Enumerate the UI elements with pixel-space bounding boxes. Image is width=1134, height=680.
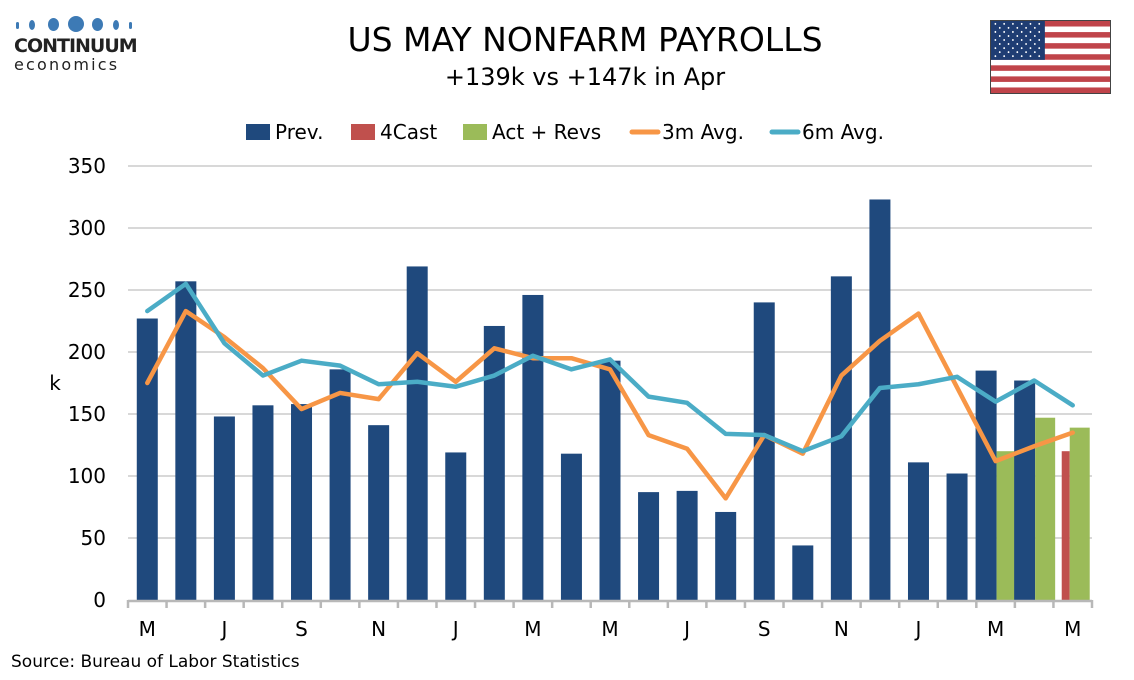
bar-act-revs <box>996 451 1017 600</box>
legend-swatch <box>351 124 375 140</box>
bar-prev <box>638 492 660 600</box>
x-tick-label: J <box>914 617 922 641</box>
legend-item: 6m Avg. <box>769 120 884 144</box>
legend-item: Act + Revs <box>463 120 601 144</box>
x-tick-label: N <box>371 617 386 641</box>
company-logo: CONTINUUM economics <box>14 14 138 74</box>
bar-act-revs <box>1069 427 1090 600</box>
bar-prev <box>329 369 351 600</box>
bar-prev <box>792 545 814 600</box>
bar-prev <box>483 325 505 600</box>
legend-label: Act + Revs <box>492 120 601 144</box>
us-flag-icon <box>990 20 1111 94</box>
source-note: Source: Bureau of Labor Statistics <box>11 652 300 672</box>
x-tick-label: S <box>758 617 771 641</box>
y-tick-label: 200 <box>68 340 106 364</box>
x-tick-label: M <box>1064 617 1081 641</box>
legend-label: Prev. <box>275 120 323 144</box>
logo-subtitle: economics <box>14 55 120 74</box>
line-6m-avg <box>145 281 1075 454</box>
x-tick-label: J <box>682 617 690 641</box>
bar-prev <box>1014 380 1036 600</box>
legend-label: 4Cast <box>380 120 437 144</box>
bar-prev <box>946 473 968 600</box>
y-tick-label: 250 <box>68 278 106 302</box>
legend-item: 4Cast <box>351 120 437 144</box>
bar-prev <box>252 405 274 600</box>
bar-prev <box>213 416 235 600</box>
bar-prev <box>753 302 775 600</box>
chart-subtitle: +139k vs +147k in Apr <box>444 63 726 91</box>
y-tick-label: 100 <box>68 464 106 488</box>
bar-prev <box>869 199 891 601</box>
x-tick-label: J <box>451 617 459 641</box>
bar-act-revs <box>1035 417 1056 600</box>
y-tick-label: 50 <box>81 526 106 550</box>
bar-prev <box>136 318 158 600</box>
legend: Prev. 4Cast Act + Revs 3m Avg. 6m Avg. <box>246 120 884 144</box>
y-tick-label: 350 <box>68 154 106 178</box>
y-tick-label: 150 <box>68 402 106 426</box>
bar-prev <box>445 452 467 600</box>
bar-prev <box>715 511 737 600</box>
y-tick-label: 300 <box>68 216 106 240</box>
x-tick-label: M <box>987 617 1004 641</box>
x-tick-label: M <box>601 617 618 641</box>
legend-item: Prev. <box>246 120 323 144</box>
chart-title: US MAY NONFARM PAYROLLS <box>347 20 823 59</box>
y-axis-ticks: 0 50 100 150 200 250 300 350 <box>68 154 106 612</box>
bar-4cast <box>1061 451 1070 600</box>
bar-prev <box>368 425 390 600</box>
bar-prev <box>975 370 997 600</box>
x-tick-label: M <box>139 617 156 641</box>
bar-prev <box>676 490 698 600</box>
legend-label: 3m Avg. <box>662 120 744 144</box>
y-tick-label: 0 <box>93 588 106 612</box>
x-tick-label: J <box>219 617 227 641</box>
bars <box>136 199 1090 601</box>
bar-prev <box>907 462 929 600</box>
bar-prev <box>175 281 197 600</box>
legend-label: 6m Avg. <box>802 120 884 144</box>
legend-swatch <box>246 124 270 140</box>
bar-prev <box>406 266 428 600</box>
logo-name: CONTINUUM <box>14 35 138 57</box>
y-axis-label: k <box>49 371 61 395</box>
bar-prev <box>599 360 621 600</box>
legend-swatch <box>463 124 487 140</box>
x-tick-label: S <box>295 617 308 641</box>
logo-dots-icon <box>14 14 134 36</box>
legend-item: 3m Avg. <box>629 120 744 144</box>
bar-prev <box>291 404 313 600</box>
x-tick-label: M <box>524 617 541 641</box>
x-tick-label: N <box>834 617 849 641</box>
bar-prev <box>560 453 582 600</box>
lines <box>145 281 1075 501</box>
bar-prev <box>522 294 544 600</box>
